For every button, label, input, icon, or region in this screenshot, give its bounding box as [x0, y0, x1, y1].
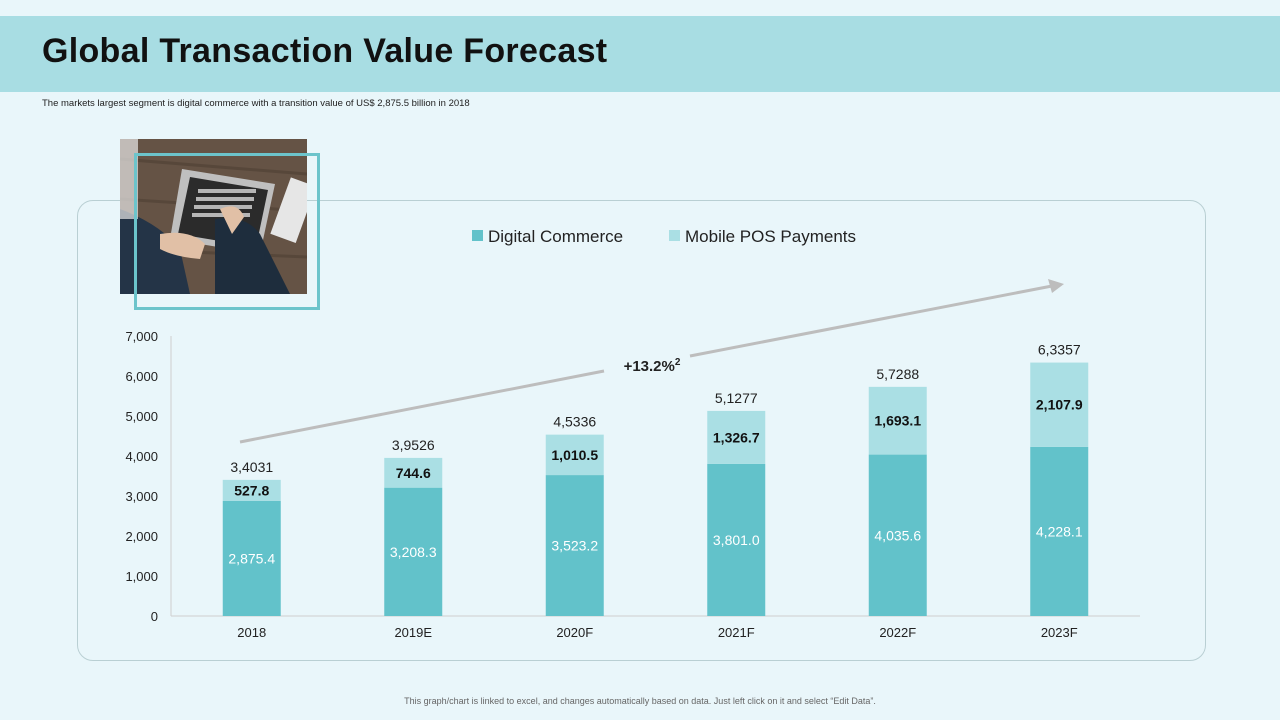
bar-digital-commerce [868, 454, 927, 616]
data-label-digital-commerce: 4,228.1 [1036, 523, 1083, 539]
bar-mobile-pos [868, 386, 927, 455]
y-tick-label: 6,000 [125, 369, 158, 384]
data-label-digital-commerce: 3,801.0 [713, 532, 760, 548]
data-label-mobile-pos: 527.8 [234, 482, 269, 498]
x-tick-label: 2023F [1041, 625, 1078, 640]
x-tick-label: 2022F [879, 625, 916, 640]
laptop-photo [120, 139, 307, 294]
y-tick-label: 0 [151, 609, 158, 624]
legend-label-digital-commerce: Digital Commerce [488, 227, 623, 246]
photo-frame [134, 153, 320, 310]
trend-arrow-head [1048, 279, 1064, 293]
x-tick-label: 2021F [718, 625, 755, 640]
y-tick-label: 5,000 [125, 409, 158, 424]
bar-mobile-pos [1030, 362, 1089, 447]
x-tick-label: 2018 [237, 625, 266, 640]
page-subtitle: The markets largest segment is digital c… [42, 98, 470, 109]
y-tick-label: 4,000 [125, 449, 158, 464]
y-tick-label: 2,000 [125, 529, 158, 544]
chart-card [77, 200, 1206, 661]
y-tick-label: 3,000 [125, 489, 158, 504]
laptop-photo-illustration [120, 139, 307, 294]
legend-label-mobile-pos: Mobile POS Payments [685, 227, 856, 246]
bar-mobile-pos [707, 410, 766, 464]
data-label-total: 3,9526 [392, 437, 435, 453]
data-label-total: 4,5336 [553, 414, 596, 430]
data-label-total: 3,4031 [230, 459, 273, 475]
data-label-total: 6,3357 [1038, 342, 1081, 358]
data-label-mobile-pos: 1,693.1 [874, 413, 921, 429]
growth-annotation-superscript: 2 [675, 357, 681, 368]
title-bar [0, 16, 1280, 92]
data-label-digital-commerce: 3,523.2 [551, 538, 598, 554]
data-label-digital-commerce: 3,208.3 [390, 544, 437, 560]
trend-arrow-line-right [689, 284, 1053, 358]
bar-mobile-pos [384, 457, 443, 488]
page-title: Global Transaction Value Forecast [42, 32, 608, 70]
bar-digital-commerce [545, 475, 604, 616]
bar-mobile-pos [545, 434, 604, 476]
data-label-total: 5,7288 [876, 366, 919, 382]
growth-annotation-value: +13.2% [624, 358, 675, 375]
data-label-mobile-pos: 1,326.7 [713, 429, 760, 445]
legend-swatch-digital-commerce [472, 230, 483, 241]
data-label-mobile-pos: 1,010.5 [551, 447, 598, 463]
trend-arrow-line-left [239, 369, 605, 444]
y-tick-label: 7,000 [125, 329, 158, 344]
data-label-digital-commerce: 2,875.4 [228, 550, 275, 566]
data-label-total: 5,1277 [715, 390, 758, 406]
data-label-digital-commerce: 4,035.6 [874, 527, 921, 543]
x-tick-label: 2019E [394, 625, 432, 640]
footer-note: This graph/chart is linked to excel, and… [404, 696, 876, 706]
x-tick-label: 2020F [556, 625, 593, 640]
data-label-mobile-pos: 744.6 [396, 465, 431, 481]
y-tick-label: 1,000 [125, 569, 158, 584]
growth-annotation: +13.2%2 [624, 357, 681, 375]
bar-digital-commerce [1030, 446, 1089, 616]
bar-digital-commerce [707, 463, 766, 616]
bar-digital-commerce [384, 487, 443, 616]
bar-digital-commerce [222, 500, 281, 616]
legend-swatch-mobile-pos [669, 230, 680, 241]
bar-mobile-pos [222, 479, 281, 501]
data-label-mobile-pos: 2,107.9 [1036, 397, 1083, 413]
